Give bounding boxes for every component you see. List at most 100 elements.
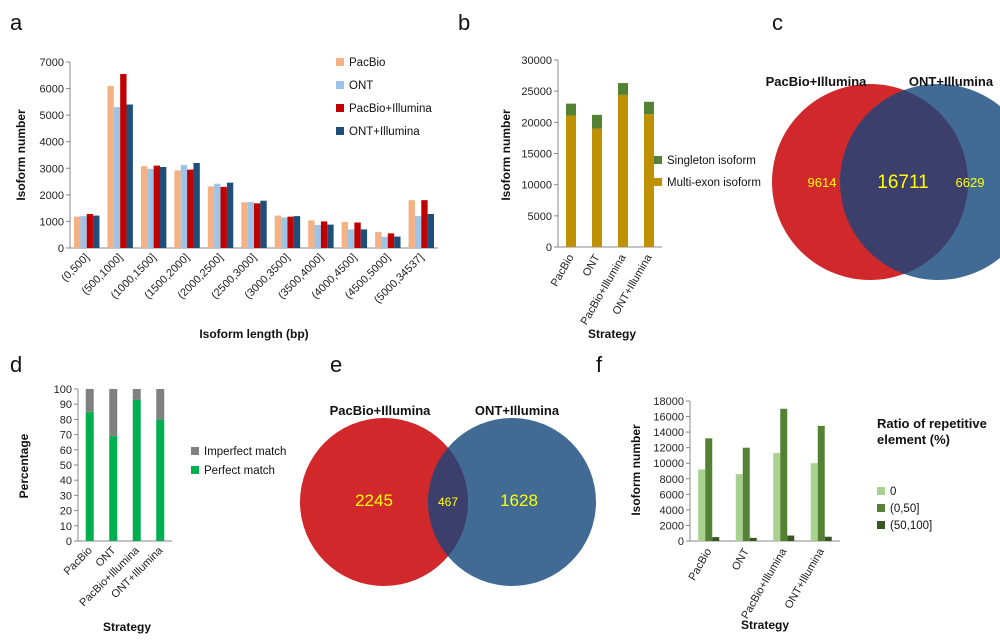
legend-label-pacbio: PacBio [349,57,385,69]
y-tick-label: 20 [60,506,72,518]
bar-pacbio-illumina-5000-34537 [421,200,428,248]
legend-swatch-imperfect-match [191,447,199,455]
bar-50-100-ont [749,537,757,541]
y-tick-label: 4000 [40,137,64,149]
chart-a: 0 1000 2000 3000 4000 5000 6000 7000 Isoform len… [14,57,438,341]
bar-perfect-match-pacbio [85,411,94,541]
x-tick-label-ont: ONT [581,252,603,278]
bar-ont-illumina-4500-5000 [394,236,401,248]
bar-pacbio-illumina-2500-3000 [254,203,261,248]
venn-c-left-only: 9614 [808,175,837,190]
bar-ont-illumina-2000-2500 [226,182,234,248]
x-axis-title: Strategy [103,620,151,634]
venn-e-right-title: ONT+Illumina [475,403,560,418]
bar-0-ont-illumina [810,463,818,541]
bar-ont-3500-4000 [314,224,321,248]
y-tick-label: 14000 [653,427,684,439]
bar-0-ont [735,474,743,541]
y-tick-label: 10000 [653,458,684,470]
bar-ont-4000-4500 [348,229,355,248]
bar-pacbio-illumina-3000-3500 [287,216,294,248]
venn-c-right-only: 6629 [956,175,985,190]
y-tick-label: 12000 [653,443,684,455]
bar-imperfect-match-ont-illumina [156,389,165,420]
venn-e-both: 467 [438,495,458,509]
y-tick-label: 0 [66,536,72,548]
bar-ont-illumina-3500-4000 [327,224,334,248]
x-axis-title: Strategy [741,618,789,632]
venn-c: PacBio+Illumina ONT+Illumina 9614 16711 … [766,74,1000,280]
y-axis-title: Isoform number [14,109,28,201]
bar-0-50-pacbio [705,438,713,541]
y-tick-label: 90 [60,399,72,411]
bar-0-50-pacbio-illumina [780,408,788,541]
y-tick-label: 30000 [521,55,552,67]
panel-label-c: c [772,10,783,35]
bar-singleton-isoform-pacbio [566,103,576,116]
panel-label-f: f [596,352,603,377]
venn-c-right-title: ONT+Illumina [909,74,994,89]
bar-pacbio-3000-3500 [274,215,282,248]
y-tick-label: 40 [60,475,72,487]
legend-swatch-pacbio-illumina [336,104,344,112]
legend-swatch-pacbio [336,58,344,66]
legend-swatch-perfect-match [191,466,199,474]
x-tick-label-pacbio: PacBio [687,547,715,583]
x-tick-label-0-500: (0,500] [59,252,92,285]
bar-pacbio-1500-2000 [174,170,181,248]
bar-0-50-ont [742,447,750,541]
y-tick-label: 3000 [40,163,64,175]
y-tick-label: 5000 [528,211,552,223]
legend-swatch-multi-exon-isoform [654,178,662,186]
bar-pacbio-500-1000 [107,85,114,249]
bar-ont-4500-5000 [381,236,388,248]
venn-e-left-circle [300,418,468,586]
legend-title: Ratio of repetitive element (%) [877,416,987,447]
bar-pacbio-illumina-3500-4000 [320,221,328,248]
legend-title-line-1: Ratio of repetitive [877,416,987,431]
bar-0-pacbio [698,469,706,541]
y-tick-label: 4000 [660,505,684,517]
panel-label-d: d [10,352,22,377]
bar-pacbio-2500-3000 [241,202,248,248]
legend-label-multi-exon-isoform: Multi-exon isoform [667,177,761,189]
bar-pacbio-illumina-1000-1500 [153,165,160,248]
venn-e: PacBio+Illumina ONT+Illumina 2245 467 16… [300,403,596,586]
x-tick-label-pacbio: PacBio [549,253,577,289]
venn-c-both: 16711 [877,172,928,193]
bar-ont-5000-34537 [414,216,422,248]
bar-perfect-match-ont [109,436,118,541]
legend-label-0-50: (0,50] [890,503,919,515]
y-tick-label: 10 [60,521,72,533]
y-tick-label: 15000 [521,149,552,161]
legend-swatch-0 [877,487,885,495]
y-axis-title: Isoform number [499,109,513,201]
y-tick-label: 70 [60,430,72,442]
y-axis-title: Isoform number [629,424,643,516]
y-tick-label: 0 [546,242,552,254]
bar-50-100-ont-illumina [824,536,832,541]
legend-swatch-0-50 [877,504,885,512]
chart-f: 0 2000 4000 6000 8000 10000 12000 14000 16000 180… [629,396,987,632]
venn-e-left-title: PacBio+Illumina [330,403,432,418]
bar-singleton-isoform-ont [592,114,602,129]
bar-ont-2000-2500 [214,183,221,248]
bar-50-100-pacbio-illumina [787,535,795,541]
y-tick-label: 2000 [660,520,684,532]
bar-ont-illumina-1000-1500 [159,166,167,248]
bar-imperfect-match-pacbio-illumina [132,389,141,400]
bar-pacbio-illumina-500-1000 [120,73,127,248]
chart-b: 0 5000 10000 15000 20000 25000 30000 Strategy Is… [499,55,761,341]
panel-label-b: b [458,10,470,35]
bar-pacbio-3500-4000 [308,220,315,248]
bar-pacbio-2000-2500 [207,186,215,248]
bar-perfect-match-pacbio-illumina [132,399,141,541]
bar-multi-exon-isoform-ont [592,128,602,247]
bar-ont-illumina-500-1000 [126,104,133,248]
x-axis-title: Isoform length (bp) [199,327,308,341]
y-tick-label: 80 [60,414,72,426]
bar-ont-illumina-3000-3500 [293,216,301,248]
venn-e-right-only: 1628 [500,491,538,510]
y-tick-label: 6000 [40,84,64,96]
